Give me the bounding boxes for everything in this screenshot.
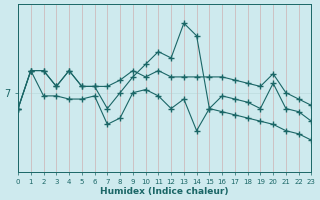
X-axis label: Humidex (Indice chaleur): Humidex (Indice chaleur) — [100, 187, 229, 196]
